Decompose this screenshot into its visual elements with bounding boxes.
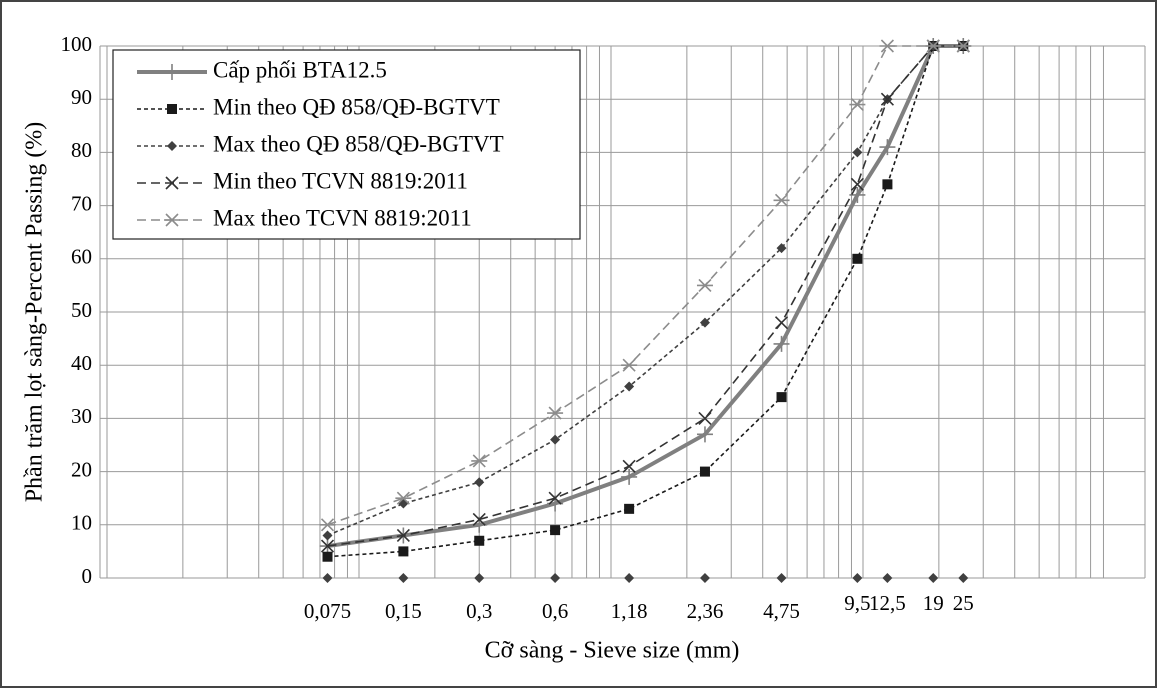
marker bbox=[624, 573, 635, 583]
marker bbox=[550, 434, 561, 445]
marker bbox=[958, 573, 969, 583]
legend-label: Min theo QĐ 858/QĐ-BGTVT bbox=[213, 94, 500, 119]
marker bbox=[882, 179, 893, 190]
x-tick-label: 0,15 bbox=[385, 599, 422, 623]
x-tick-label: 25 bbox=[953, 591, 974, 615]
marker bbox=[773, 335, 790, 352]
marker bbox=[776, 392, 787, 403]
y-tick-label: 0 bbox=[82, 564, 93, 588]
legend-box bbox=[112, 49, 581, 240]
series-line bbox=[327, 45, 964, 547]
y-tick-label: 80 bbox=[71, 138, 92, 162]
marker bbox=[925, 39, 942, 53]
marker bbox=[322, 573, 333, 583]
legend-label: Cấp phối BTA12.5 bbox=[213, 57, 387, 82]
marker bbox=[167, 104, 177, 114]
marker bbox=[776, 573, 787, 583]
x-tick-label: 19 bbox=[923, 591, 944, 615]
y-tick-label: 50 bbox=[71, 298, 92, 322]
marker bbox=[852, 147, 863, 158]
marker bbox=[474, 477, 485, 488]
marker bbox=[696, 426, 713, 443]
x-tick-label: 1,18 bbox=[611, 599, 648, 623]
marker bbox=[398, 546, 409, 557]
y-axis-label: Phần trăm lọt sàng-Percent Passing (%) bbox=[22, 122, 48, 503]
marker bbox=[474, 573, 485, 583]
y-tick-label: 40 bbox=[71, 351, 92, 375]
x-tick-label: 0,6 bbox=[542, 599, 568, 623]
x-tick-label: 0,3 bbox=[466, 599, 492, 623]
marker bbox=[395, 491, 412, 505]
marker bbox=[167, 141, 177, 151]
marker bbox=[852, 253, 863, 264]
x-tick-label: 4,75 bbox=[763, 599, 800, 623]
marker bbox=[699, 573, 710, 583]
x-axis-label: Cỡ sàng - Sieve size (mm) bbox=[485, 638, 740, 664]
marker bbox=[547, 406, 564, 420]
series-line bbox=[327, 45, 964, 558]
series bbox=[322, 573, 969, 583]
marker bbox=[696, 278, 713, 292]
marker bbox=[471, 454, 488, 468]
marker bbox=[164, 64, 180, 80]
marker bbox=[396, 528, 410, 543]
y-tick-label: 20 bbox=[71, 457, 92, 481]
marker bbox=[852, 573, 863, 583]
marker bbox=[699, 466, 710, 477]
marker bbox=[322, 530, 333, 541]
marker bbox=[849, 97, 866, 112]
marker bbox=[879, 139, 896, 156]
marker bbox=[699, 317, 710, 328]
marker bbox=[773, 193, 790, 207]
series-line bbox=[327, 45, 964, 537]
marker bbox=[850, 177, 864, 191]
marker bbox=[164, 213, 180, 227]
marker bbox=[319, 518, 336, 532]
x-tick-label: 0,075 bbox=[304, 599, 351, 623]
x-tick-label: 12,5 bbox=[869, 591, 906, 615]
marker bbox=[776, 243, 787, 254]
series bbox=[319, 39, 972, 532]
marker bbox=[774, 316, 789, 330]
marker bbox=[550, 573, 561, 583]
marker bbox=[698, 411, 712, 425]
marker bbox=[879, 39, 896, 53]
x-tick-label: 2,36 bbox=[687, 599, 724, 623]
marker bbox=[624, 503, 635, 514]
marker bbox=[955, 39, 972, 53]
marker bbox=[472, 512, 486, 527]
marker bbox=[322, 551, 333, 562]
y-tick-label: 30 bbox=[71, 404, 92, 428]
x-tick-label: 9,5 bbox=[844, 591, 870, 615]
marker bbox=[849, 186, 866, 203]
marker bbox=[398, 573, 409, 583]
marker bbox=[548, 491, 562, 505]
marker bbox=[621, 468, 638, 485]
marker bbox=[320, 539, 335, 553]
marker bbox=[880, 92, 894, 106]
legend-label: Min theo TCVN 8819:2011 bbox=[213, 168, 468, 193]
series bbox=[322, 41, 969, 562]
y-tick-label: 10 bbox=[71, 511, 92, 535]
y-tick-label: 60 bbox=[71, 245, 92, 269]
marker bbox=[882, 573, 893, 583]
legend-label: Max theo TCVN 8819:2011 bbox=[213, 205, 472, 230]
marker bbox=[622, 459, 636, 473]
marker bbox=[550, 525, 561, 536]
marker bbox=[474, 535, 485, 546]
legend-label: Max theo QĐ 858/QĐ-BGTVT bbox=[213, 131, 504, 156]
marker bbox=[621, 358, 638, 372]
y-tick-label: 90 bbox=[71, 85, 92, 109]
marker bbox=[928, 573, 939, 583]
y-tick-label: 70 bbox=[71, 191, 92, 215]
y-tick-label: 100 bbox=[61, 32, 93, 56]
marker bbox=[165, 176, 179, 190]
marker bbox=[624, 381, 635, 392]
